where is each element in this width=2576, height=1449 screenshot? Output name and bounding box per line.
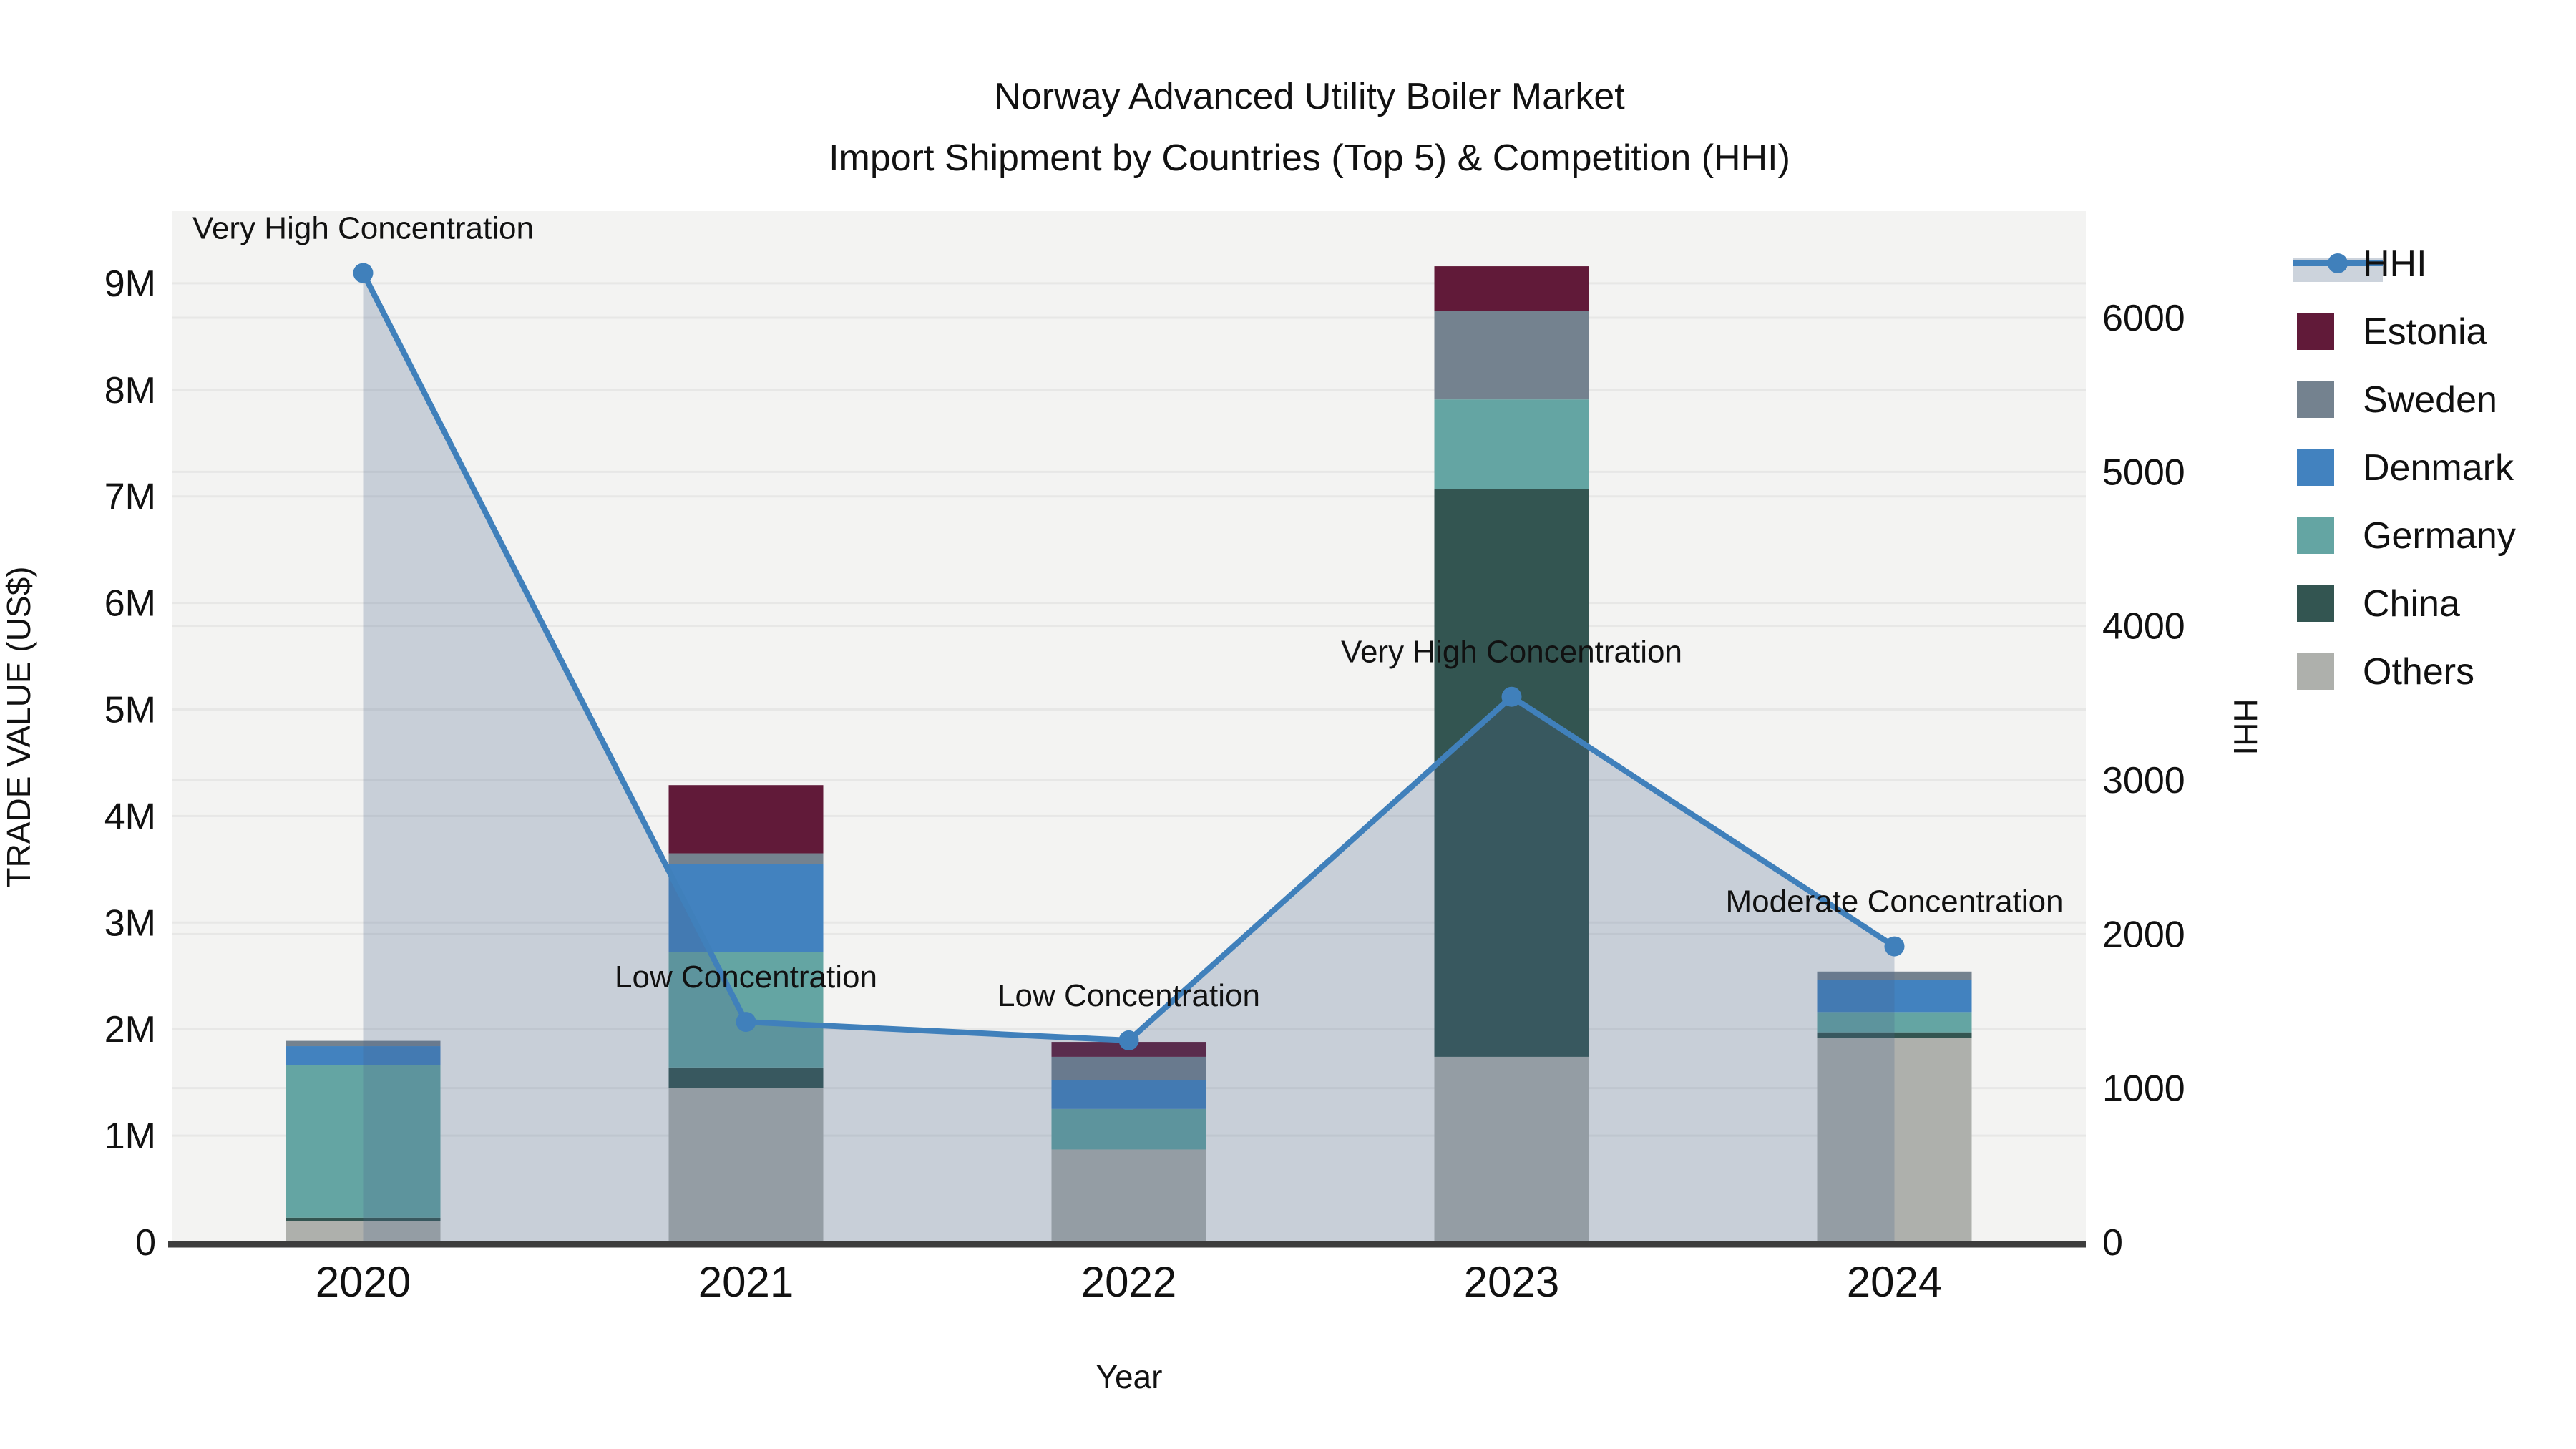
annotation-label-2021: Low Concentration: [615, 960, 877, 995]
x-tick-label-2021: 2021: [698, 1258, 794, 1306]
legend-label-germany: Germany: [2363, 515, 2516, 557]
hhi-line-layer: [353, 263, 1905, 1050]
legend-item-denmark: Denmark: [2297, 447, 2514, 489]
bar-segment-germany-2022: [1051, 1108, 1206, 1150]
hhi-marker-2024: [1884, 936, 1905, 957]
y-right-axis-title: HHI: [2227, 698, 2264, 755]
chart-title-line-2: Import Shipment by Countries (Top 5) & C…: [829, 137, 1790, 179]
legend-label-china: China: [2363, 583, 2460, 625]
bar-segment-others-2020: [286, 1221, 441, 1242]
chart-title-line-1: Norway Advanced Utility Boiler Market: [994, 76, 1625, 117]
y-right-tick-label: 0: [2102, 1222, 2123, 1264]
legend-item-hhi: HHI: [2293, 243, 2427, 285]
bar-segment-china-2021: [668, 1067, 824, 1088]
legend: HHI Estonia Sweden Denmark Germany China Other…: [2293, 243, 2516, 693]
bar-segment-germany-2023: [1434, 399, 1589, 489]
x-tick-label-2024: 2024: [1847, 1258, 1942, 1306]
annotations-layer: Very High Concentration Low Concentration…: [192, 211, 2064, 1013]
y-right-tick-label: 2000: [2102, 914, 2185, 955]
bar-segment-sweden-2023: [1434, 311, 1589, 400]
legend-label-hhi: HHI: [2363, 243, 2427, 285]
legend-label-others: Others: [2363, 651, 2474, 693]
legend-item-sweden: Sweden: [2297, 379, 2497, 421]
bar-segment-sweden-2021: [668, 853, 824, 864]
annotation-label-2023: Very High Concentration: [1341, 635, 1682, 670]
bar-segment-sweden-2024: [1817, 971, 1972, 980]
bar-segment-sweden-2020: [286, 1040, 441, 1047]
y-left-axis-title: TRADE VALUE (US$): [0, 566, 37, 887]
y-right-tick-label: 4000: [2102, 606, 2185, 648]
y-left-tick-label: 2M: [104, 1009, 156, 1050]
bar-segment-sweden-2022: [1051, 1056, 1206, 1080]
y-left-tick-label: 1M: [104, 1116, 156, 1157]
bars-layer: [286, 266, 1972, 1242]
y-left-tick-label: 0: [135, 1222, 156, 1264]
legend-item-others: Others: [2297, 651, 2474, 693]
bar-segment-others-2021: [668, 1088, 824, 1242]
annotation-label-2020: Very High Concentration: [192, 211, 534, 246]
legend-label-sweden: Sweden: [2363, 379, 2497, 421]
bar-segment-denmark-2021: [668, 864, 824, 952]
y-left-tick-label: 3M: [104, 902, 156, 944]
x-tick-label-2022: 2022: [1081, 1258, 1176, 1306]
bar-segment-china-2023: [1434, 489, 1589, 1057]
legend-swatch-sweden: [2297, 381, 2334, 418]
bar-segment-others-2023: [1434, 1056, 1589, 1242]
hhi-area-fill: [363, 273, 1895, 1242]
y-left-tick-label: 7M: [104, 477, 156, 518]
y-left-tick-label: 6M: [104, 583, 156, 625]
x-axis-title: Year: [1096, 1358, 1163, 1395]
bar-segment-denmark-2020: [286, 1046, 441, 1065]
bar-segment-china-2024: [1817, 1032, 1972, 1038]
y-left-tick-label: 4M: [104, 796, 156, 837]
hhi-marker-2022: [1118, 1030, 1139, 1050]
y-left-tick-label: 5M: [104, 690, 156, 731]
y-left-tick-label: 8M: [104, 370, 156, 411]
bar-segment-estonia-2023: [1434, 266, 1589, 311]
tick-labels-layer: 0 1M 2M 3M 4M 5M 6M 7M 8M 9M 0 1000 2000 3000 4000 5000…: [104, 263, 2185, 1306]
bar-segment-denmark-2024: [1817, 980, 1972, 1013]
legend-label-denmark: Denmark: [2363, 447, 2514, 489]
legend-swatch-germany: [2297, 517, 2334, 554]
bar-segment-estonia-2021: [668, 785, 824, 854]
annotation-label-2024: Moderate Concentration: [1725, 884, 2063, 919]
hhi-marker-2021: [736, 1012, 756, 1033]
y-right-tick-label: 3000: [2102, 760, 2185, 801]
bar-segment-germany-2024: [1817, 1012, 1972, 1033]
legend-swatch-china: [2297, 585, 2334, 622]
legend-item-estonia: Estonia: [2297, 311, 2487, 353]
legend-swatch-estonia: [2297, 313, 2334, 350]
bar-segment-others-2024: [1817, 1038, 1972, 1242]
legend-hhi-marker-icon: [2328, 253, 2348, 273]
y-right-tick-label: 5000: [2102, 452, 2185, 493]
bar-segment-germany-2020: [286, 1065, 441, 1218]
hhi-area-layer: [363, 273, 1895, 1242]
x-tick-label-2020: 2020: [316, 1258, 411, 1306]
legend-item-china: China: [2297, 583, 2460, 625]
bar-segment-china-2020: [286, 1217, 441, 1221]
legend-swatch-others: [2297, 653, 2334, 690]
bar-segment-others-2022: [1051, 1149, 1206, 1242]
legend-swatch-denmark: [2297, 449, 2334, 486]
y-right-tick-label: 1000: [2102, 1068, 2185, 1110]
x-tick-label-2023: 2023: [1464, 1258, 1559, 1306]
hhi-marker-2023: [1501, 686, 1522, 707]
y-left-tick-label: 9M: [104, 263, 156, 305]
bar-segment-denmark-2022: [1051, 1080, 1206, 1109]
annotation-label-2022: Low Concentration: [997, 978, 1260, 1013]
y-right-tick-label: 6000: [2102, 298, 2185, 339]
hhi-marker-2020: [353, 263, 374, 283]
legend-label-estonia: Estonia: [2363, 311, 2487, 353]
legend-item-germany: Germany: [2297, 515, 2516, 557]
bar-segment-germany-2021: [668, 952, 824, 1068]
